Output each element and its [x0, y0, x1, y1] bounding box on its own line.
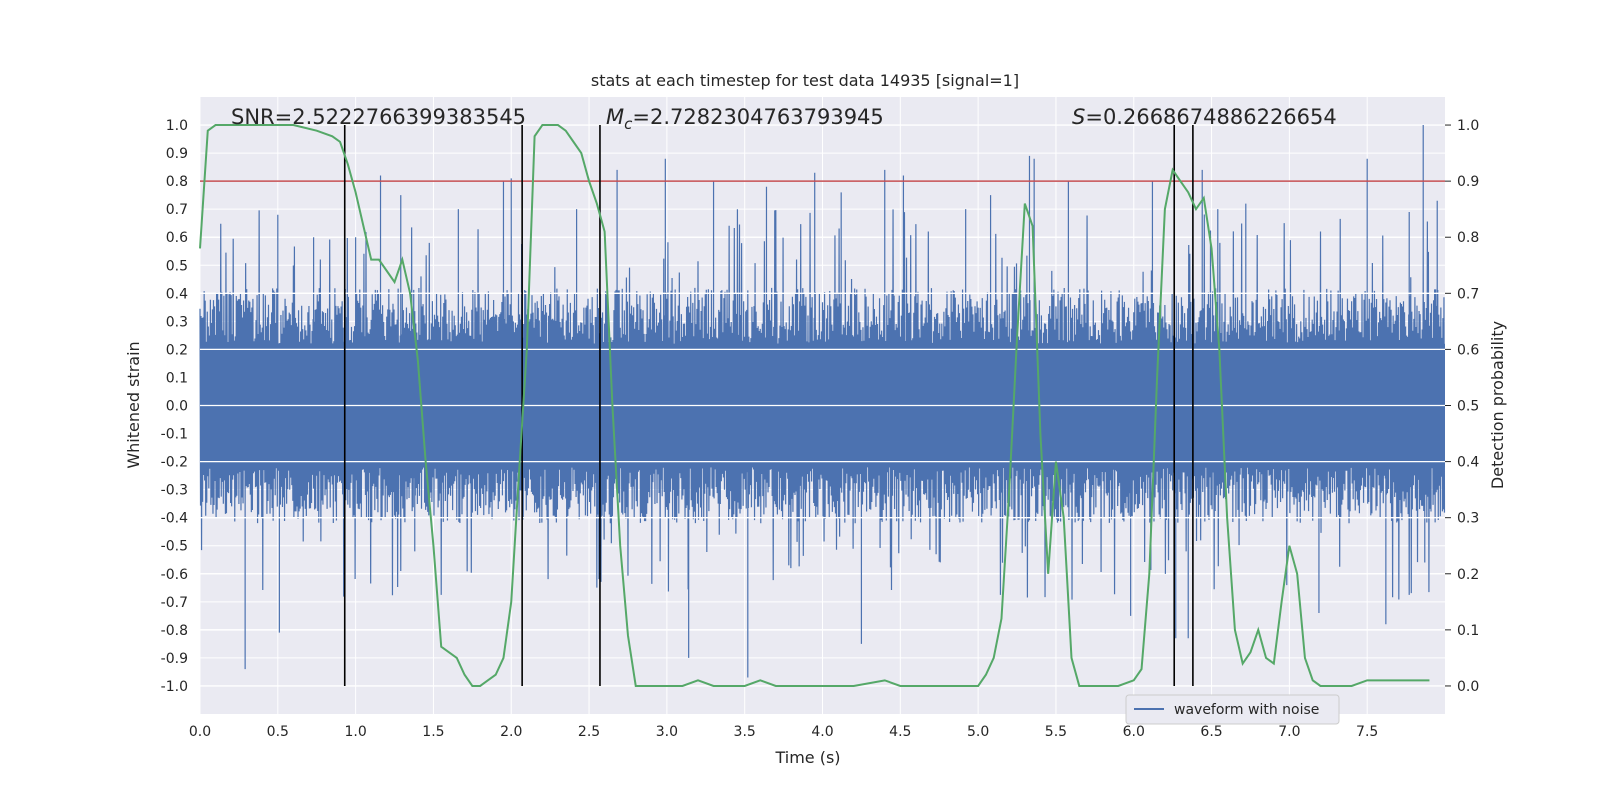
left-tick-label: -0.8: [161, 623, 188, 639]
right-tick-label: 0.9: [1457, 174, 1479, 190]
left-tick-label: 0.3: [166, 314, 188, 330]
left-tick-label: -0.7: [161, 595, 188, 611]
x-tick-label: 2.0: [500, 724, 522, 740]
x-tick-label: 3.5: [734, 724, 756, 740]
left-tick-label: 1.0: [166, 118, 188, 134]
left-axis-label: Whitened strain: [124, 341, 143, 468]
x-tick-label: 4.0: [811, 724, 833, 740]
right-tick-label: 0.3: [1457, 511, 1479, 527]
right-tick-label: 0.0: [1457, 679, 1479, 695]
left-tick-label: -1.0: [161, 679, 188, 695]
x-tick-label: 6.5: [1200, 724, 1222, 740]
x-tick-label: 3.0: [656, 724, 678, 740]
left-tick-label: 0.2: [166, 342, 188, 358]
left-tick-label: -0.9: [161, 651, 188, 667]
legend-box: [1125, 694, 1340, 725]
right-tick-label: 0.8: [1457, 230, 1479, 246]
detection-probability-series: [199, 124, 1430, 687]
reference-lines: [200, 125, 1445, 686]
left-tick-label: -0.2: [161, 455, 188, 471]
waveform-noise-series: [199, 125, 1446, 678]
chart-title: stats at each timestep for test data 149…: [591, 71, 1019, 90]
right-tick-label: 0.4: [1457, 455, 1479, 471]
x-tick-label: 0.5: [267, 724, 289, 740]
chirp-mass-annotation: Mc=2.7282304763793945: [606, 105, 884, 133]
right-tick-label: 0.7: [1457, 286, 1479, 302]
left-tick-label: 0.0: [166, 399, 188, 415]
x-tick-label: 4.5: [889, 724, 911, 740]
left-axis-ticks: 1.0 0.9 0.8 0.7 0.6 0.5 0.4 0.3 0.2 0.1 0.0 -0.1 -0.…: [161, 118, 188, 695]
x-tick-label: 7.0: [1278, 724, 1300, 740]
left-tick-label: 0.5: [166, 258, 188, 274]
x-tick-label: 0.0: [189, 724, 211, 740]
right-tick-label: 0.5: [1457, 399, 1479, 415]
right-tick-label: 0.1: [1457, 623, 1479, 639]
right-axis-label: Detection probability: [1488, 321, 1507, 489]
x-tick-label: 1.5: [422, 724, 444, 740]
x-axis-ticks: 0.0 0.5 1.0 1.5 2.0 2.5 3.0 3.5 4.0 4.5 5.0 5.5 6.0 6…: [189, 724, 1378, 740]
snr-annotation: SNR=2.5222766399383545: [231, 105, 526, 129]
left-tick-label: -0.5: [161, 539, 188, 555]
left-tick-label: 0.9: [166, 146, 188, 162]
legend-label-waveform: waveform with noise: [1174, 702, 1319, 718]
detection-probability-line: [199, 124, 1430, 687]
left-tick-label: 0.7: [166, 202, 188, 218]
s-annotation: S=0.2668674886226654: [1072, 105, 1337, 129]
left-tick-label: 0.8: [166, 174, 188, 190]
right-axis-ticks: 1.0 0.9 0.8 0.7 0.6 0.5 0.4 0.3 0.2 0.1 0.0: [1445, 118, 1479, 695]
x-tick-label: 6.0: [1123, 724, 1145, 740]
right-tick-label: 0.6: [1457, 342, 1479, 358]
x-tick-label: 1.0: [344, 724, 366, 740]
left-tick-label: -0.3: [161, 483, 188, 499]
right-tick-label: 1.0: [1457, 118, 1479, 134]
x-tick-label: 7.5: [1356, 724, 1378, 740]
x-tick-label: 2.5: [578, 724, 600, 740]
left-tick-label: 0.1: [166, 370, 188, 386]
legend: waveform with noise: [1125, 694, 1340, 725]
left-tick-label: -0.1: [161, 427, 188, 443]
left-tick-label: 0.4: [166, 286, 188, 302]
x-axis-label: Time (s): [774, 748, 840, 767]
x-tick-label: 5.0: [967, 724, 989, 740]
left-tick-label: -0.6: [161, 567, 188, 583]
right-tick-label: 0.2: [1457, 567, 1479, 583]
x-tick-label: 5.5: [1045, 724, 1067, 740]
left-tick-label: 0.6: [166, 230, 188, 246]
left-tick-label: -0.4: [161, 511, 188, 527]
